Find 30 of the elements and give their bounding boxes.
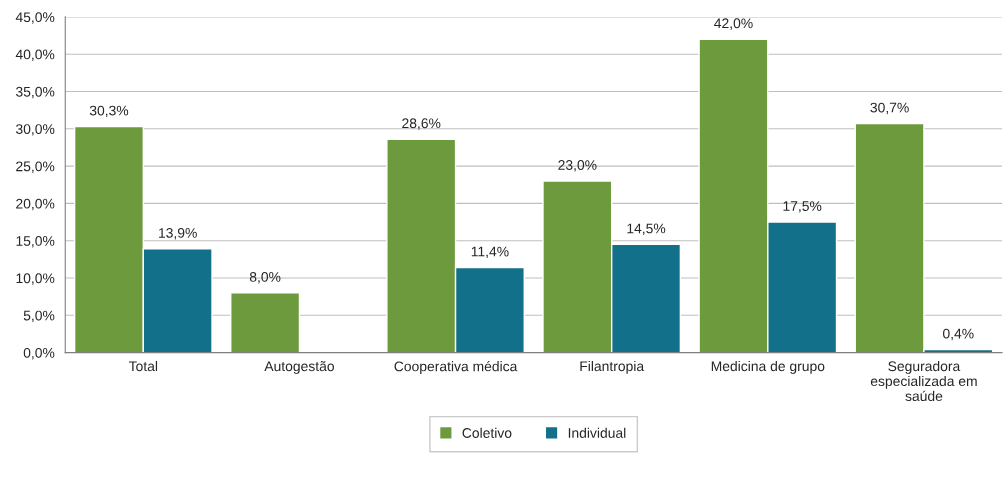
y-tick-label: 45,0% (15, 12, 55, 24)
legend-label: Individual (568, 427, 626, 438)
data-label: 8,0% (249, 272, 281, 284)
y-tick-label: 5,0% (23, 310, 55, 323)
x-tick-label: Filantropia (580, 360, 645, 374)
y-tick-label: 20,0% (16, 198, 55, 211)
data-label: 28,6% (402, 118, 441, 130)
data-label: 23,0% (558, 160, 597, 172)
data-label: 0,4% (942, 328, 974, 341)
x-tick-label: Autogestão (264, 361, 334, 374)
y-tick-label: 30,0% (15, 124, 55, 136)
x-tick-label: Total (128, 360, 158, 372)
data-label: 17,5% (783, 201, 822, 213)
y-tick-label: 35,0% (15, 86, 55, 99)
x-tick-label: Cooperativa médica (394, 360, 518, 375)
data-label: 13,9% (159, 227, 197, 240)
y-tick-label: 0,0% (23, 347, 55, 360)
data-label: 11,4% (471, 246, 509, 259)
y-tick-label: 15,0% (16, 236, 55, 248)
data-label: 14,5% (627, 223, 666, 235)
bar (230, 292, 301, 353)
data-label: 42,0% (714, 18, 753, 30)
legend-label: Coletivo (462, 427, 512, 438)
data-label: 30,3% (89, 105, 129, 118)
x-tick-label: Medicina de grupo (711, 360, 825, 374)
data-label: 30,7% (870, 102, 909, 115)
y-tick-label: 10,0% (16, 273, 55, 285)
y-tick-label: 40,0% (15, 49, 55, 62)
y-tick-label: 25,0% (16, 161, 55, 173)
x-tick-label: Seguradora especializada em saúde (870, 360, 977, 402)
